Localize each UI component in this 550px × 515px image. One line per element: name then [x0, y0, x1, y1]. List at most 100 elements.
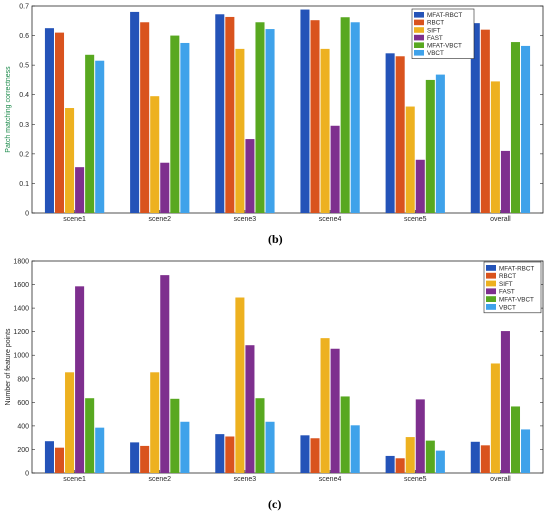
x-tick-label: overall: [490, 476, 511, 483]
bar: [330, 348, 340, 473]
y-tick-label: 400: [17, 423, 29, 430]
legend-label: MFAT-RBCT: [427, 12, 462, 19]
legend-swatch: [486, 280, 496, 287]
x-tick-label: scene1: [63, 476, 86, 483]
bar: [160, 275, 170, 473]
bar: [350, 425, 360, 473]
y-tick-label: 0.7: [19, 4, 29, 11]
x-tick-label: scene4: [319, 216, 342, 223]
bar: [95, 427, 105, 473]
legend-swatch: [414, 34, 424, 41]
bar: [425, 440, 435, 473]
bar: [405, 106, 415, 213]
y-tick-label: 0.4: [19, 92, 29, 99]
bar: [435, 74, 445, 213]
bar: [500, 150, 510, 213]
bar: [44, 28, 54, 213]
x-tick-label: scene2: [148, 476, 171, 483]
y-tick-label: 1800: [13, 259, 29, 266]
bar: [225, 436, 235, 473]
bar: [255, 22, 265, 214]
bar: [85, 398, 95, 473]
y-tick-label: 1000: [13, 353, 29, 360]
x-tick-label: scene3: [234, 476, 257, 483]
bar: [180, 421, 190, 473]
y-axis-label: Number of feature points: [5, 328, 12, 406]
bar: [470, 23, 480, 213]
y-tick-label: 800: [17, 376, 29, 383]
bar: [435, 450, 445, 473]
bar: [510, 42, 521, 213]
bar: [160, 162, 170, 213]
y-tick-label: 0: [25, 211, 29, 218]
bar: [405, 437, 415, 473]
chart-c: 0 200 400 600 800 1000 1200 1400 1600 1800 scene1 s…: [5, 259, 544, 483]
x-tick-label: scene5: [404, 476, 427, 483]
legend-swatch: [486, 296, 496, 302]
bar: [395, 56, 405, 214]
bar: [54, 32, 65, 213]
y-tick-label: 0.2: [19, 151, 29, 158]
y-tick-label: 1600: [13, 282, 29, 289]
bar: [340, 17, 350, 214]
y-tick-label: 0.3: [19, 122, 29, 129]
legend-label: RBCT: [427, 20, 444, 27]
bar: [395, 458, 405, 473]
legend-label: MFAT-VBCT: [427, 43, 462, 50]
legend-swatch: [414, 27, 424, 33]
bar: [300, 435, 310, 473]
legend-label: VBCT: [427, 50, 444, 57]
bar: [480, 445, 490, 473]
bar: [320, 48, 330, 213]
bar: [320, 338, 330, 473]
bar: [415, 399, 425, 473]
legend-swatch: [414, 50, 424, 56]
legend-swatch: [414, 12, 424, 18]
legend-label: FAST: [427, 35, 443, 42]
y-tick-label: 200: [17, 447, 29, 454]
bar: [521, 45, 531, 213]
bar: [300, 9, 310, 214]
y-tick-label: 1200: [13, 329, 29, 336]
bar: [490, 81, 500, 214]
legend-swatch: [414, 42, 424, 48]
bar: [310, 20, 320, 213]
bar: [170, 35, 180, 214]
bar: [54, 447, 65, 473]
bar: [510, 406, 521, 473]
bar: [415, 159, 425, 213]
bar: [521, 429, 531, 473]
legend-label: MFAT-VBCT: [499, 297, 534, 304]
bar: [265, 421, 275, 473]
bar: [140, 22, 150, 214]
bar: [180, 42, 190, 213]
legend-label: FAST: [499, 289, 515, 296]
legend-swatch: [486, 288, 496, 295]
legend-label: RBCT: [499, 273, 516, 280]
bar: [170, 398, 180, 473]
y-tick-label: 1400: [13, 306, 29, 313]
bar: [65, 372, 75, 473]
bar: [340, 396, 350, 473]
bar: [480, 29, 490, 214]
bar: [215, 14, 225, 214]
bar: [44, 441, 54, 473]
x-tick-label: scene2: [148, 216, 171, 223]
legend-label: VBCT: [499, 304, 516, 311]
legend-label: MFAT-RBCT: [499, 265, 534, 272]
chart-b: 0 0.1 0.2 0.3 0.4 0.5 0.6 0.7 scene1 scene2 scene3…: [5, 4, 544, 223]
bar: [65, 108, 75, 213]
bar: [350, 22, 360, 214]
bar: [95, 60, 105, 214]
bar: [385, 53, 395, 213]
caption-b: (b): [268, 232, 283, 246]
bar: [235, 297, 245, 473]
x-tick-label: scene3: [234, 216, 257, 223]
legend-swatch: [414, 19, 424, 26]
bar: [225, 16, 235, 213]
y-tick-label: 0.1: [19, 181, 29, 188]
bar: [140, 445, 150, 473]
bar: [470, 441, 480, 473]
legend-label: SIFT: [499, 281, 513, 288]
